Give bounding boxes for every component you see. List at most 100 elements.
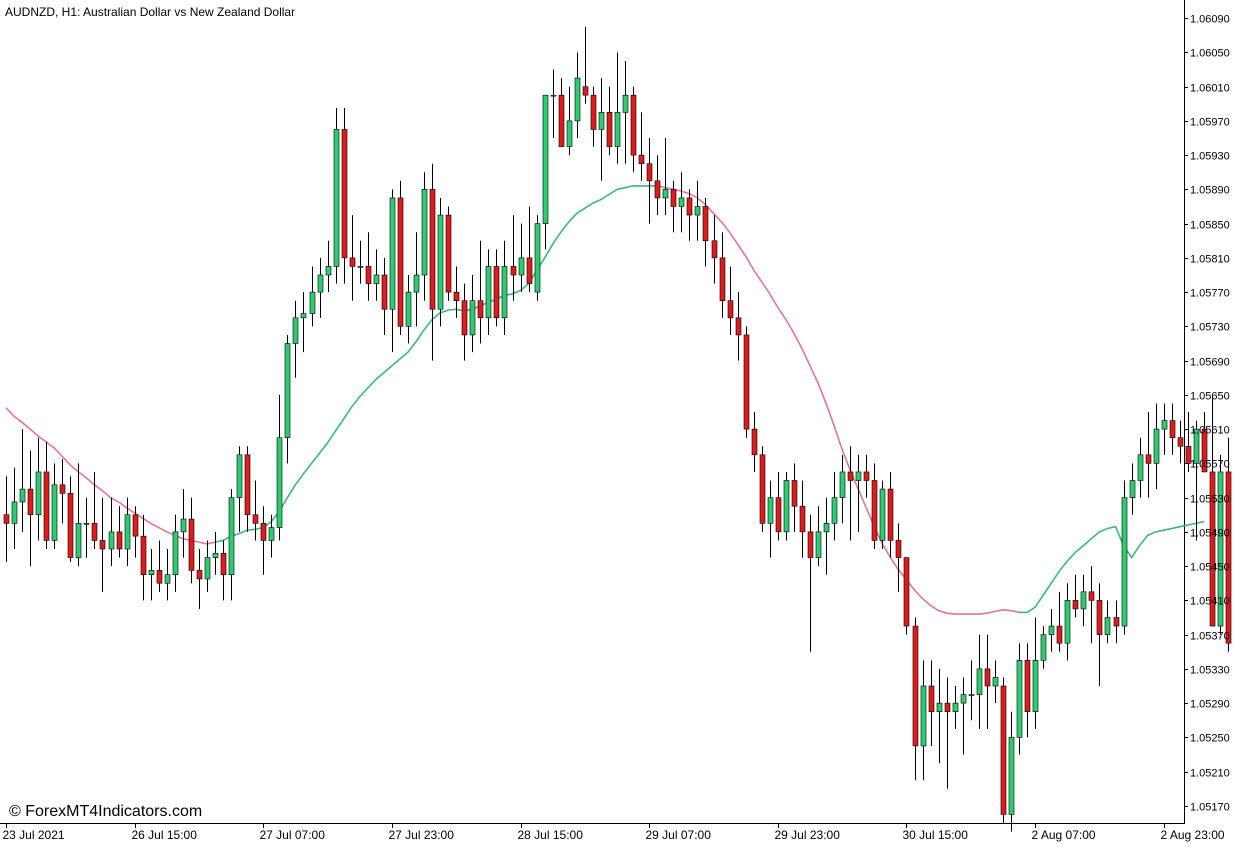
candle bbox=[1161, 403, 1168, 455]
candle bbox=[485, 249, 492, 335]
candle bbox=[1185, 412, 1192, 472]
candle bbox=[976, 634, 983, 729]
candle bbox=[212, 531, 219, 575]
candle bbox=[75, 463, 82, 567]
candle bbox=[477, 240, 484, 344]
candle-body-bear bbox=[719, 257, 726, 301]
candle bbox=[1096, 583, 1103, 686]
candle-body-bull bbox=[1104, 617, 1111, 635]
candle-body-bear bbox=[582, 86, 589, 96]
candle-body-bear bbox=[461, 300, 468, 336]
candle bbox=[799, 480, 806, 558]
price-tick-label: 1.05170 bbox=[1190, 802, 1230, 814]
candle bbox=[879, 480, 886, 549]
ma-segment-up bbox=[214, 185, 658, 543]
candle bbox=[735, 292, 742, 361]
price-tick-label: 1.05250 bbox=[1190, 733, 1230, 745]
candle bbox=[188, 497, 195, 584]
price-axis[interactable]: 1.06090 1.06050 1.06010 1.05970 1.05930 1.058… bbox=[1184, 14, 1230, 814]
candle-body-bear bbox=[984, 668, 991, 687]
candle-body-bear bbox=[590, 94, 597, 130]
candle-body-bull bbox=[936, 702, 943, 712]
candle-body-bull bbox=[148, 570, 155, 575]
candle-body-bear bbox=[759, 454, 766, 524]
candle bbox=[429, 163, 436, 361]
candle bbox=[19, 429, 26, 532]
candle-body-bull bbox=[83, 523, 90, 525]
candle-body-bear bbox=[711, 240, 718, 259]
candle-body-bear bbox=[381, 274, 388, 310]
candle-body-bull bbox=[405, 291, 412, 327]
candle bbox=[526, 206, 533, 293]
candle-body-bear bbox=[1145, 454, 1152, 464]
candle-body-bear bbox=[654, 180, 661, 199]
candle bbox=[260, 506, 267, 575]
candle bbox=[630, 86, 637, 173]
candle-body-bear bbox=[871, 480, 878, 541]
candle-body-bull bbox=[783, 480, 790, 533]
candle-body-bull bbox=[542, 94, 549, 224]
price-tick-label: 1.05210 bbox=[1190, 768, 1230, 780]
candle-body-bear bbox=[156, 570, 163, 584]
candle-body-bull bbox=[678, 197, 685, 207]
candle-body-bull bbox=[51, 484, 58, 541]
candle-body-bull bbox=[1121, 497, 1128, 627]
candle bbox=[920, 660, 927, 781]
candle bbox=[164, 549, 171, 601]
candle bbox=[292, 300, 299, 378]
candle-body-bear bbox=[686, 197, 693, 216]
candle-body-bull bbox=[1048, 625, 1055, 635]
candle-body-bull bbox=[437, 214, 444, 310]
candle-body-bull bbox=[1161, 420, 1168, 430]
candle bbox=[389, 189, 396, 353]
candle-body-bear bbox=[349, 257, 356, 267]
candle-body-bull bbox=[1016, 660, 1023, 738]
candle bbox=[341, 108, 348, 284]
candle-body-bull bbox=[952, 702, 959, 712]
candle bbox=[1016, 643, 1023, 755]
candle bbox=[1040, 626, 1047, 669]
candle-body-bear bbox=[1177, 437, 1184, 447]
candle bbox=[1153, 403, 1160, 490]
candle-body-bull bbox=[574, 77, 581, 122]
price-tick-label: 1.05970 bbox=[1190, 117, 1230, 129]
price-tick-label: 1.05370 bbox=[1190, 631, 1230, 643]
candle bbox=[984, 634, 991, 729]
candle bbox=[582, 26, 589, 104]
candle-body-bull bbox=[1080, 591, 1087, 610]
plot-frame bbox=[0, 0, 1185, 824]
candle bbox=[1225, 437, 1232, 652]
candle bbox=[91, 471, 98, 549]
candle bbox=[646, 138, 653, 224]
candle-body-bull bbox=[228, 497, 235, 575]
candle bbox=[325, 240, 332, 293]
time-axis[interactable]: 23 Jul 2021 26 Jul 15:00 27 Jul 07:00 27 Ju… bbox=[3, 823, 1225, 842]
candle bbox=[493, 249, 500, 327]
candle-body-bull bbox=[815, 531, 822, 558]
candle-body-bull bbox=[325, 266, 332, 276]
candle bbox=[912, 617, 919, 781]
candle-body-bull bbox=[518, 257, 525, 276]
candle-body-bull bbox=[284, 343, 291, 438]
candle bbox=[220, 540, 227, 601]
candle-body-bear bbox=[1209, 471, 1216, 627]
candle-body-bear bbox=[116, 531, 123, 550]
candle-body-bear bbox=[244, 454, 251, 516]
candle-body-bear bbox=[99, 540, 106, 550]
time-tick-label: 2 Aug 23:00 bbox=[1161, 828, 1225, 842]
candle bbox=[268, 514, 275, 558]
candle bbox=[767, 480, 774, 558]
candle bbox=[863, 454, 870, 498]
candle-body-bull bbox=[1129, 480, 1136, 498]
candle-body-bear bbox=[445, 214, 452, 293]
candle-body-bull bbox=[75, 523, 82, 558]
candle bbox=[936, 668, 943, 764]
time-tick-label: 28 Jul 15:00 bbox=[518, 828, 584, 842]
candle bbox=[1064, 583, 1071, 661]
time-tick-label: 29 Jul 23:00 bbox=[775, 828, 841, 842]
candle-body-bull bbox=[501, 266, 508, 319]
candle bbox=[284, 334, 291, 464]
